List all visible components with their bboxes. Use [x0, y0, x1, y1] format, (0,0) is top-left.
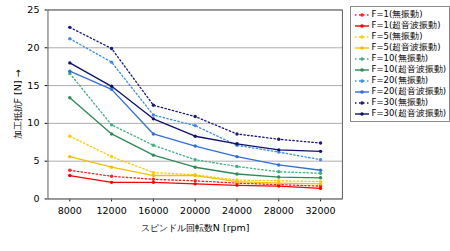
html-text:F=20(超音波振動): F=20(超音波振動): [371, 86, 446, 96]
svg-text:15: 15: [27, 80, 39, 91]
svg-text:10: 10: [27, 117, 39, 128]
html-text:F=10(無振動): F=10(無振動): [371, 53, 428, 63]
svg-text:32000: 32000: [305, 205, 335, 216]
html-text:F=20(無振動): F=20(無振動): [371, 75, 428, 85]
html-text:F=30(無振動): F=30(無振動): [371, 97, 428, 107]
html-text:F=5(無振動): F=5(無振動): [371, 31, 423, 41]
html-text:F=10(超音波振動): F=10(超音波振動): [371, 64, 446, 74]
svg-text:24000: 24000: [222, 205, 252, 216]
html-text:F=30(超音波振動): F=30(超音波振動): [371, 108, 446, 118]
svg-text:5: 5: [33, 155, 39, 166]
html-text:F=1(超音波振動): F=1(超音波振動): [371, 20, 441, 30]
svg-text:28000: 28000: [264, 205, 294, 216]
html-text:F=5(超音波振動): F=5(超音波振動): [371, 42, 441, 52]
svg-text:12000: 12000: [97, 205, 127, 216]
svg-text:8000: 8000: [58, 205, 82, 216]
html-text:F=1(無振動): F=1(無振動): [371, 9, 423, 19]
svg-text:0: 0: [33, 193, 39, 204]
svg-text:16000: 16000: [138, 205, 168, 216]
svg-text:加工抵抗F [N] →: 加工抵抗F [N] →: [12, 69, 23, 139]
svg-text:20: 20: [27, 42, 39, 53]
svg-text:25: 25: [27, 4, 39, 15]
svg-text:スピンドル回転数N [rpm]: スピンドル回転数N [rpm]: [141, 222, 250, 233]
svg-text:20000: 20000: [180, 205, 210, 216]
